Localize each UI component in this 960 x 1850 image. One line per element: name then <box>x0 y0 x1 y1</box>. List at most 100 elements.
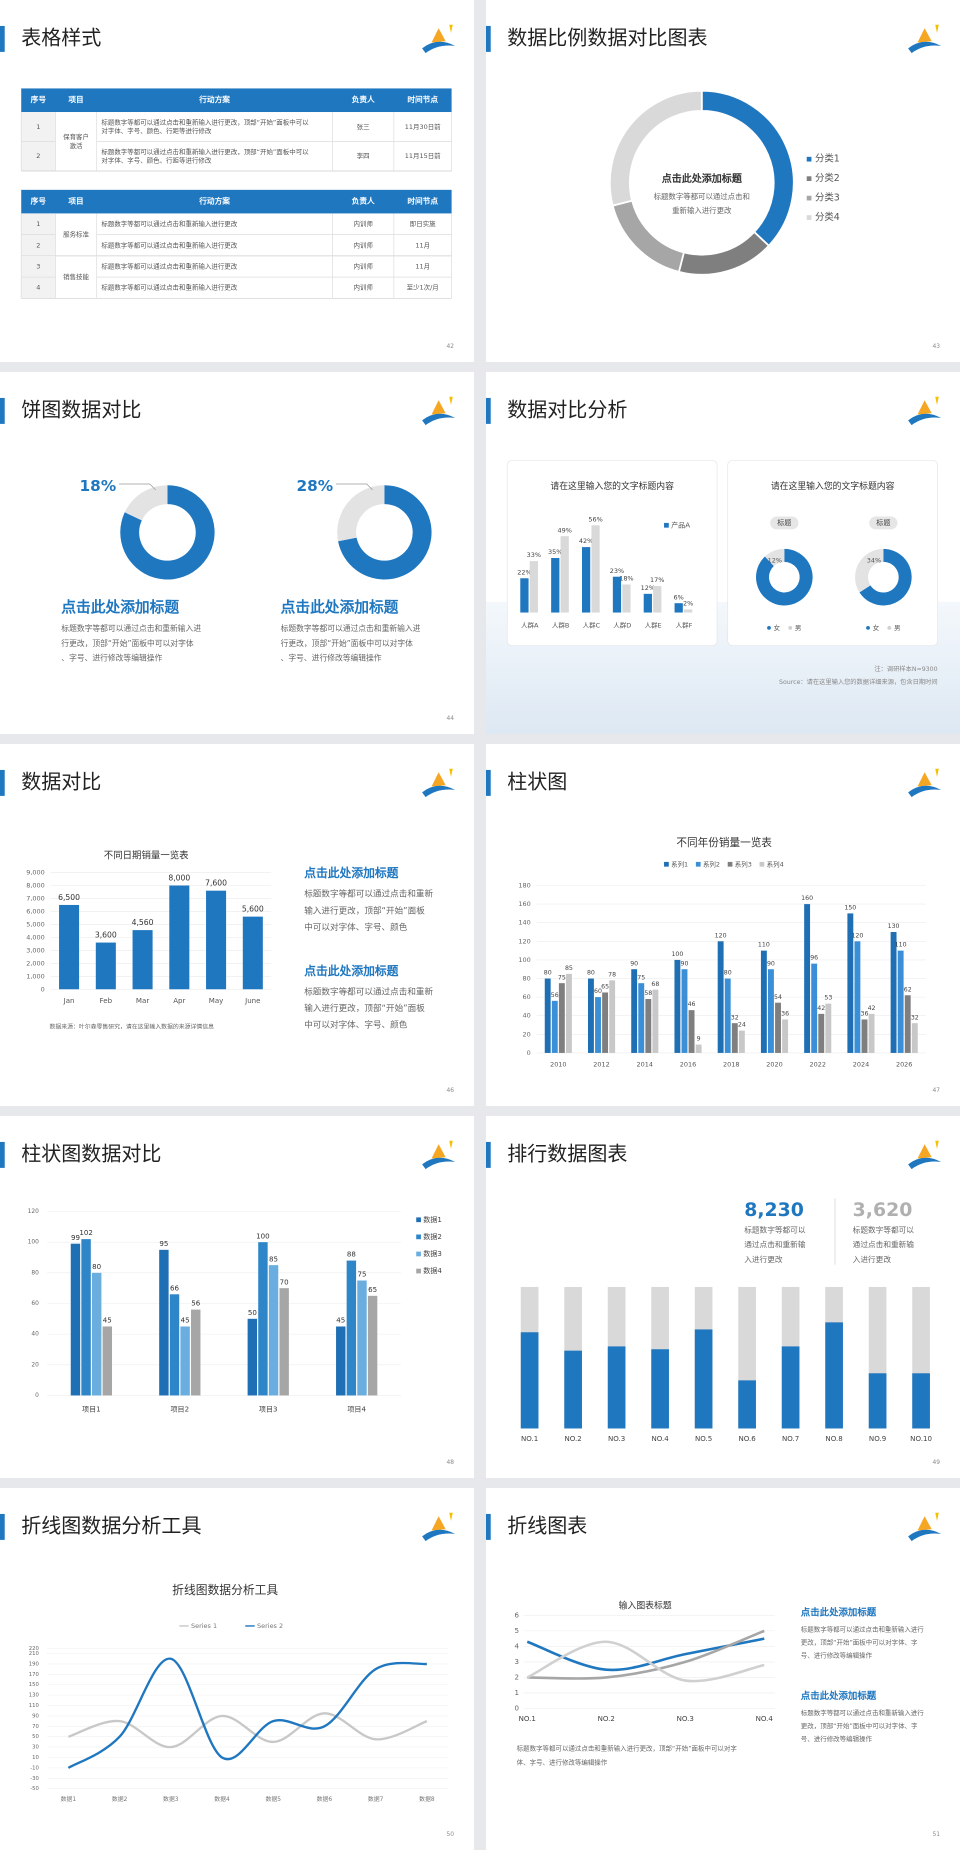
legend-swatch <box>806 195 812 201</box>
card-title: 请在这里输入您的文字标题内容 <box>550 480 674 492</box>
page-number: 49 <box>932 1460 940 1466</box>
value-label: 5,600 <box>242 905 264 914</box>
logo-part <box>422 1157 456 1170</box>
y-tick-label: 5,000 <box>26 920 45 928</box>
bar <box>520 1332 539 1429</box>
value-label: 90 <box>630 960 638 967</box>
table-header-cell: 时间节点 <box>407 196 438 206</box>
bar <box>612 576 622 613</box>
value-label: 18% <box>619 575 633 583</box>
value-label: 50 <box>248 1308 257 1317</box>
page-number: 46 <box>446 1088 454 1094</box>
donut-rest <box>859 548 912 606</box>
table-cell: 内训师 <box>353 261 373 270</box>
center-title: 点击此处添加标题 <box>662 172 743 185</box>
caption: 标题数字等都可以通过点击和重新输入进行更改，顶部“开始”面板中可以对字体、字号、… <box>517 1744 738 1767</box>
x-tick-label: 项目1 <box>82 1405 101 1414</box>
bar <box>622 584 631 613</box>
value-label: 53 <box>824 995 832 1002</box>
table-header-cell: 项目 <box>68 95 83 104</box>
value-label: 150 <box>844 905 856 912</box>
value-label: 65 <box>601 984 609 991</box>
bar <box>169 885 190 990</box>
x-tick-label: 项目2 <box>171 1405 190 1414</box>
block-text: 标题数字等都可以通过点击和重新输入进行更改，顶部“开始”面板中可以对字体、字号、… <box>61 623 201 662</box>
slide-title: 折线图数据分析工具 <box>21 1513 201 1537</box>
x-tick-label: NO.1 <box>521 1434 538 1443</box>
logo-part <box>422 413 456 426</box>
logo <box>908 396 942 426</box>
bar <box>681 969 688 1053</box>
value-label: 60 <box>594 988 602 995</box>
table-cell: 服务标准 <box>63 230 89 239</box>
value-label: 36 <box>781 1011 789 1018</box>
value-label: 90 <box>681 960 689 967</box>
line <box>67 1657 427 1769</box>
note: Source：请在这里输入您的数据详细来源，包含日期时间 <box>779 678 938 686</box>
table-cell: 11月15日前 <box>405 151 441 160</box>
bar <box>897 950 904 1053</box>
title-bar <box>0 1141 5 1168</box>
page-number: 47 <box>932 1088 940 1094</box>
legend-label: 系列1 <box>671 859 688 868</box>
bar <box>912 1373 930 1429</box>
line <box>526 1640 765 1683</box>
logo-part <box>431 1144 446 1159</box>
logo-part <box>908 1529 942 1542</box>
bar <box>674 959 681 1053</box>
y-tick-label: 170 <box>29 1672 40 1678</box>
y-tick-label: 150 <box>29 1682 40 1688</box>
legend-label: 数据2 <box>423 1232 442 1241</box>
x-tick-label: 项目4 <box>347 1405 366 1414</box>
y-tick-label: 20 <box>523 1030 531 1038</box>
table-cell: 内训师 <box>353 283 373 292</box>
donut-rest <box>756 548 813 606</box>
bar <box>760 950 767 1053</box>
logo-part <box>449 24 453 34</box>
bar <box>674 603 683 613</box>
y-tick-label: 1 <box>515 1688 520 1697</box>
block-text: 标题数字等都可以通过点击和重新输入进行更改，顶部“开始”面板中可以对字体、字号、… <box>304 985 433 1030</box>
value-label: 78 <box>608 971 616 978</box>
y-tick-label: 3 <box>515 1657 520 1666</box>
bar <box>643 593 652 613</box>
value-label: 80 <box>544 970 552 977</box>
donut-segment <box>337 485 385 542</box>
value-label: 120 <box>851 932 863 939</box>
value-label: 12% <box>641 584 655 592</box>
bar <box>346 1260 357 1396</box>
bar <box>242 916 263 990</box>
slide: 柱状图 47 不同年份销量一览表 0 20 40 60 80 100 120 140 160 180 系列… <box>486 744 960 1106</box>
table-header-cell: 项目 <box>68 197 83 206</box>
legend-swatch <box>416 1251 421 1257</box>
tag-label: 标题 <box>876 518 890 527</box>
x-tick-label: 2010 <box>550 1061 566 1069</box>
leader-line <box>336 483 373 491</box>
value-label: 80 <box>724 970 732 977</box>
logo-part <box>908 785 942 798</box>
bar <box>688 1010 695 1053</box>
block-heading: 点击此处添加标题 <box>304 866 398 880</box>
table-cell: 1 <box>36 220 40 228</box>
value-label: 80 <box>587 970 595 977</box>
legend-label: 系列4 <box>767 859 784 868</box>
y-tick-label: 120 <box>28 1209 39 1215</box>
slide-title: 柱状图数据对比 <box>21 1141 161 1165</box>
bar <box>653 586 662 613</box>
y-tick-label: 4 <box>515 1641 520 1650</box>
chart-title: 不同年份销量一览表 <box>676 836 772 849</box>
slide-title: 排行数据图表 <box>507 1141 627 1165</box>
bar <box>581 547 591 613</box>
bar <box>551 1000 558 1053</box>
slide-title: 表格样式 <box>21 25 101 49</box>
x-tick-label: 2020 <box>766 1061 782 1069</box>
y-tick-label: 1,000 <box>26 972 45 980</box>
tag <box>869 516 898 530</box>
table-cell: 11月30日前 <box>405 122 441 131</box>
value-label: 42 <box>868 1005 876 1012</box>
value-label: 56 <box>191 1299 200 1308</box>
x-tick-label: NO.7 <box>782 1434 799 1443</box>
title-bar <box>0 769 5 796</box>
note: 注：调研样本N=9300 <box>874 665 937 673</box>
